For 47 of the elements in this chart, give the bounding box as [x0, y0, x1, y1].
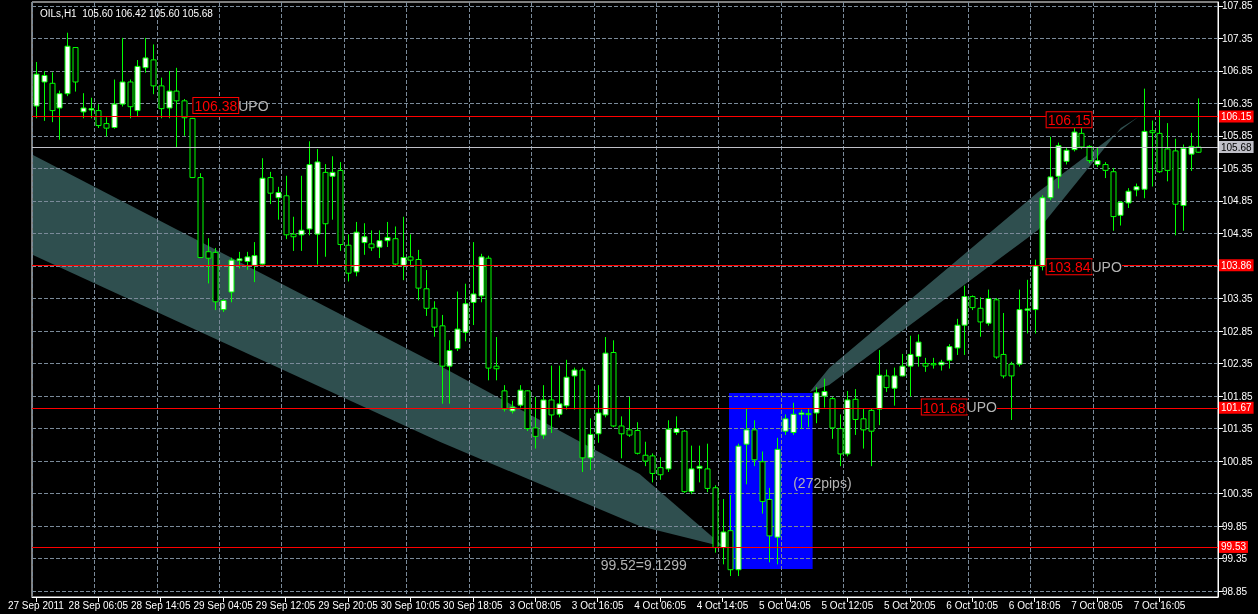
- y-tick-label: 99.35: [1222, 553, 1248, 565]
- x-tick-label: 6 Oct 10:05: [946, 599, 999, 611]
- x-tick-label: 30 Sep 18:05: [443, 599, 504, 611]
- annotation: 106.15: [1047, 112, 1091, 129]
- annotation: 101.68UPO: [922, 399, 998, 416]
- x-tick-label: 28 Sep 06:05: [68, 599, 129, 611]
- y-tick-label: 107.35: [1222, 32, 1254, 44]
- y-tick-label: 99.85: [1222, 520, 1248, 532]
- x-tick-label: 27 Sep 2011: [7, 599, 65, 611]
- ref-line-label: 103.86: [1221, 259, 1253, 271]
- y-tick-label: 106.85: [1222, 65, 1254, 77]
- x-tick-label: 5 Oct 20:05: [883, 599, 937, 611]
- x-tick-label: 6 Oct 18:05: [1008, 599, 1061, 611]
- y-tick-label: 100.85: [1222, 455, 1254, 467]
- x-tick-label: 7 Oct 16:05: [1133, 599, 1186, 611]
- y-tick-label: 104.85: [1222, 195, 1254, 207]
- x-tick-label: 29 Sep 04:05: [193, 599, 254, 611]
- x-tick-label: 5 Oct 04:05: [759, 599, 812, 611]
- y-tick-label: 101.35: [1222, 423, 1254, 435]
- y-tick-label: 104.35: [1222, 228, 1254, 239]
- y-tick-label: 101.85: [1222, 390, 1254, 402]
- text: OILs,H1 105.60 106.42 105.60 105.68: [40, 7, 214, 19]
- x-tick-label: 4 Oct 14:05: [696, 599, 749, 611]
- x-tick-label: 4 Oct 06:05: [634, 599, 687, 611]
- y-tick-label: 103.35: [1222, 293, 1254, 305]
- annotation: 99.52=9.1299: [600, 557, 687, 573]
- annotation: 103.84UPO: [1047, 258, 1122, 276]
- ref-line-label: 105.68: [1221, 141, 1253, 153]
- y-tick-label: 98.85: [1222, 585, 1248, 597]
- y-tick-label: 102.35: [1222, 358, 1254, 370]
- y-tick-label: 106.35: [1222, 97, 1254, 109]
- y-tick-label: 107.85: [1222, 0, 1254, 12]
- ref-line-label: 101.67: [1221, 402, 1253, 414]
- x-tick-label: 29 Sep 12:05: [255, 599, 316, 611]
- ref-line-label: 99.53: [1221, 541, 1247, 553]
- x-tick-label: 7 Oct 08:05: [1071, 599, 1124, 611]
- y-tick-label: 105.85: [1222, 130, 1254, 142]
- x-tick-label: 3 Oct 16:05: [571, 599, 624, 611]
- y-tick-label: 105.35: [1222, 162, 1254, 174]
- y-tick-label: 100.35: [1222, 488, 1254, 500]
- x-tick-label: 28 Sep 14:05: [130, 599, 191, 611]
- x-tick-label: 3 Oct 08:05: [509, 599, 562, 611]
- y-tick-label: 102.85: [1222, 325, 1254, 337]
- ref-line-label: 106.15: [1221, 110, 1253, 122]
- x-tick-label: 5 Oct 12:05: [821, 599, 874, 611]
- x-tick-label: 29 Sep 20:05: [318, 599, 379, 611]
- x-tick-label: 30 Sep 10:05: [380, 599, 441, 611]
